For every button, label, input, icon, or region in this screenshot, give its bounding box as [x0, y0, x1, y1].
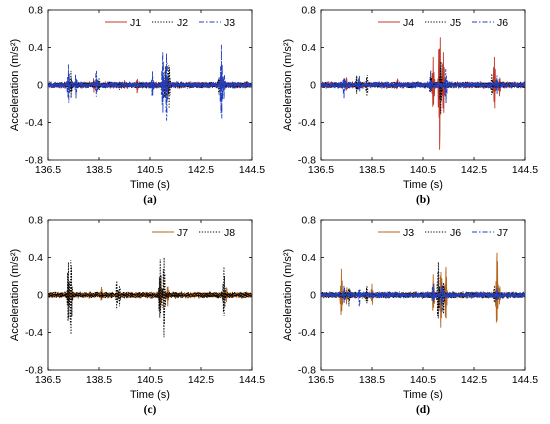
x-tick-label: 142.5 [188, 164, 214, 176]
x-tick-label: 138.5 [86, 374, 112, 386]
x-tick-label: 140.5 [410, 164, 436, 176]
chart-panel: -0.8 -0.4 0 0.4 0.8 136.5 138.5 140.5 142.5 144.5… [282, 5, 538, 207]
x-tick-label: 144.5 [512, 164, 538, 176]
series-line [48, 257, 252, 338]
legend-label: J6 [497, 17, 508, 29]
y-tick-label: 0 [310, 290, 316, 302]
x-tick-label: 138.5 [86, 164, 112, 176]
x-tick-label: 138.5 [359, 374, 385, 386]
legend-label: J3 [224, 17, 235, 29]
y-tick-label: 0.4 [28, 42, 43, 54]
y-tick-label: 0.8 [301, 5, 316, 17]
y-tick-label: 0 [37, 290, 43, 302]
y-tick-label: -0.8 [25, 365, 43, 377]
legend-label: J7 [497, 227, 508, 239]
x-axis-label: Time (s) [403, 179, 443, 191]
x-tick-label: 138.5 [359, 164, 385, 176]
legend-label: J4 [403, 17, 414, 29]
y-axis-label: Acceleration (m/s²) [282, 39, 294, 131]
legend-label: J3 [403, 227, 414, 239]
x-tick-label: 136.5 [35, 374, 61, 386]
y-tick-label: 0.8 [301, 215, 316, 227]
y-tick-label: 0.8 [28, 215, 43, 227]
legend-label: J6 [450, 227, 461, 239]
x-tick-label: 140.5 [137, 164, 163, 176]
y-axis-label: Acceleration (m/s²) [9, 39, 21, 131]
y-axis-label: Acceleration (m/s²) [282, 249, 294, 341]
x-tick-label: 140.5 [410, 374, 436, 386]
y-tick-label: 0 [310, 80, 316, 92]
x-tick-label: 136.5 [308, 164, 334, 176]
x-tick-label: 142.5 [188, 374, 214, 386]
y-tick-label: 0.8 [28, 5, 43, 17]
chart-panel: -0.8 -0.4 0 0.4 0.8 136.5 138.5 140.5 142.5 144.5… [9, 215, 265, 417]
y-tick-label: 0 [37, 80, 43, 92]
x-tick-label: 136.5 [35, 164, 61, 176]
panel-label: (c) [144, 404, 157, 416]
panel-label: (d) [416, 404, 430, 416]
y-tick-label: -0.4 [25, 117, 43, 129]
legend-label: J1 [130, 17, 141, 29]
series-line [321, 68, 525, 104]
y-axis-label: Acceleration (m/s²) [9, 249, 21, 341]
x-axis-label: Time (s) [130, 179, 170, 191]
x-tick-label: 144.5 [239, 164, 265, 176]
y-tick-label: -0.4 [298, 117, 316, 129]
legend-label: J7 [177, 227, 188, 239]
y-tick-label: -0.8 [25, 155, 43, 167]
y-tick-label: 0.4 [301, 252, 316, 264]
series-line [48, 44, 252, 121]
panel-label: (a) [143, 194, 157, 206]
x-tick-label: 142.5 [461, 164, 487, 176]
y-tick-label: -0.4 [25, 327, 43, 339]
legend-label: J5 [450, 17, 461, 29]
series-line [321, 283, 525, 312]
y-tick-label: 0.4 [28, 252, 43, 264]
x-axis-label: Time (s) [130, 389, 170, 401]
legend-label: J8 [224, 227, 235, 239]
chart-panel: -0.8 -0.4 0 0.4 0.8 136.5 138.5 140.5 142.5 144.5… [9, 5, 265, 207]
y-tick-label: -0.8 [298, 365, 316, 377]
legend-label: J2 [177, 17, 188, 29]
chart-panel: -0.8 -0.4 0 0.4 0.8 136.5 138.5 140.5 142.5 144.5… [282, 215, 538, 417]
x-tick-label: 144.5 [512, 374, 538, 386]
x-tick-label: 142.5 [461, 374, 487, 386]
x-axis-label: Time (s) [403, 389, 443, 401]
y-tick-label: 0.4 [301, 42, 316, 54]
x-tick-label: 136.5 [308, 374, 334, 386]
panel-label: (b) [416, 194, 430, 206]
x-tick-label: 144.5 [239, 374, 265, 386]
y-tick-label: -0.4 [298, 327, 316, 339]
x-tick-label: 140.5 [137, 374, 163, 386]
y-tick-label: -0.8 [298, 155, 316, 167]
